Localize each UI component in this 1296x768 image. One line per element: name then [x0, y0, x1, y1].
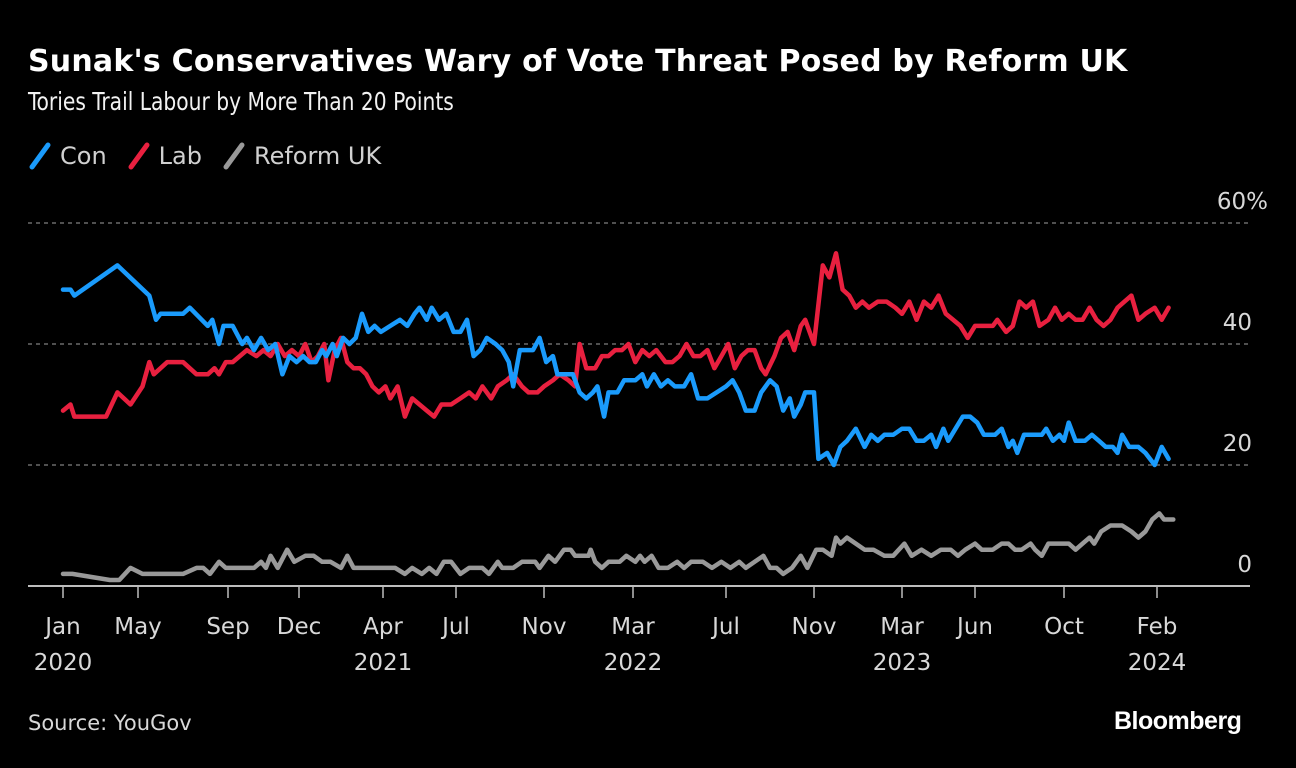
x-tick-label-2: Sep	[206, 614, 249, 640]
legend: Con Lab Reform UK	[28, 142, 401, 170]
x-tick-label-0: Jan	[43, 614, 80, 640]
x-tick-label-1: May	[114, 614, 162, 640]
x-tick-year-13: 2024	[1128, 650, 1187, 676]
series-line-reform-uk	[60, 511, 1176, 583]
x-tick-year-10: 2023	[873, 650, 932, 676]
x-tick-label-8: Jul	[710, 614, 740, 640]
series-line-con	[60, 263, 1171, 468]
bloomberg-logo: Bloomberg	[1114, 707, 1242, 735]
y-tick-label-60: 60%	[1217, 189, 1268, 215]
legend-label-con: Con	[60, 142, 107, 170]
legend-swatch-con	[29, 142, 51, 170]
x-tick-label-3: Dec	[277, 614, 322, 640]
y-tick-label-20: 20	[1223, 431, 1252, 457]
x-tick-label-5: Jul	[440, 614, 470, 640]
x-tick-label-10: Mar	[880, 614, 924, 640]
x-tick-year-4: 2021	[354, 650, 413, 676]
x-axis: Jan 2020 May Sep Dec Apr 2021 Jul Nov Mar 2022 Jul N…	[28, 585, 1250, 676]
gridlines	[28, 222, 1250, 466]
legend-swatch-lab	[128, 142, 150, 170]
y-tick-label-40: 40	[1223, 310, 1252, 336]
source-note: Source: YouGov	[28, 711, 192, 735]
x-tick-label-9: Nov	[792, 614, 837, 640]
y-axis: 60% 40 20 0	[1217, 189, 1268, 578]
legend-label-lab: Lab	[158, 142, 202, 170]
x-tick-label-13: Feb	[1137, 614, 1178, 640]
chart-subtitle: Tories Trail Labour by More Than 20 Poin…	[28, 87, 454, 116]
x-tick-label-4: Apr	[363, 614, 403, 640]
x-tick-label-6: Nov	[522, 614, 567, 640]
legend-item-con: Con	[28, 142, 107, 170]
legend-item-reform: Reform UK	[222, 142, 381, 170]
series-line-lab	[60, 251, 1171, 419]
y-tick-label-0: 0	[1237, 552, 1252, 578]
legend-item-lab: Lab	[127, 142, 202, 170]
series-lines	[60, 251, 1176, 583]
legend-swatch-reform	[223, 142, 245, 170]
chart-title: Sunak's Conservatives Wary of Vote Threa…	[28, 44, 1128, 79]
x-tick-label-7: Mar	[611, 614, 655, 640]
legend-label-reform: Reform UK	[253, 142, 382, 170]
x-tick-label-12: Oct	[1044, 614, 1084, 640]
x-tick-year-7: 2022	[604, 650, 663, 676]
x-tick-label-11: Jun	[955, 614, 993, 640]
x-tick-year-0: 2020	[34, 650, 93, 676]
